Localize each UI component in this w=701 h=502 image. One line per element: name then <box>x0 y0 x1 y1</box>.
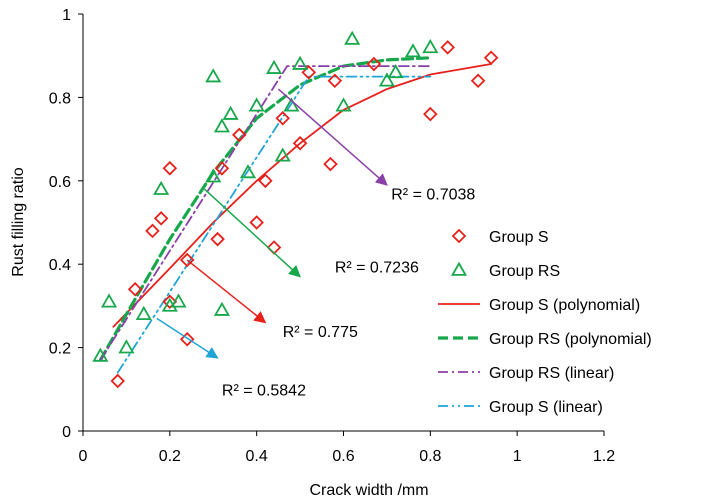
group-s-point <box>232 127 247 143</box>
r-squared-label: R² = 0.775 <box>283 324 358 341</box>
x-tick-label: 0.6 <box>332 448 354 465</box>
group-rs-point <box>248 97 265 112</box>
group-s-point <box>327 73 343 88</box>
y-tick-label: 0.6 <box>49 174 71 191</box>
legend-marker <box>451 228 467 244</box>
group-rs-point <box>344 30 361 45</box>
group-s-point <box>214 161 230 176</box>
group-s-point <box>440 40 455 55</box>
group-s-point <box>162 161 178 176</box>
group-rs-point <box>118 339 135 354</box>
group-rs-point <box>274 147 291 162</box>
group-s-point <box>275 110 290 126</box>
group-s-point <box>423 106 438 122</box>
group-rs-point <box>92 347 109 362</box>
group-rs-point <box>170 293 187 308</box>
r-squared-label: R² = 0.7236 <box>335 260 419 277</box>
group-rs-point <box>422 39 439 54</box>
axes: 0 0.2 0.4 0.6 0.8 1 1.2 0 0.2 0.4 0.6 0.8 1 <box>49 7 615 465</box>
group-s-point <box>179 252 195 268</box>
legend-marker <box>450 261 468 276</box>
fit-line <box>116 75 432 374</box>
group-rs-point <box>378 72 395 87</box>
group-s-point <box>323 156 338 172</box>
group-rs-point <box>283 97 300 112</box>
legend-label: Group S <box>489 229 549 246</box>
group-s-point <box>301 65 317 80</box>
group-s-point <box>210 231 225 247</box>
group-rs-point <box>205 168 222 183</box>
r-squared-label: R² = 0.5842 <box>222 383 306 400</box>
group-rs-point <box>213 301 230 316</box>
group-rs-point <box>213 118 230 133</box>
legend-label: Group S (linear) <box>489 399 603 416</box>
group-s-point <box>110 373 126 389</box>
fit-line <box>99 65 432 362</box>
group-rs-point <box>335 97 352 112</box>
y-tick-label: 0.4 <box>49 257 71 274</box>
group-s-point <box>153 211 169 226</box>
annotation-arrow <box>277 88 388 186</box>
group-rs-point <box>205 68 222 83</box>
group-rs-point <box>153 180 170 195</box>
y-tick-label: 0.8 <box>49 90 71 107</box>
group-rs-point <box>135 305 152 321</box>
y-tick-label: 0 <box>62 424 71 441</box>
legend-label: Group RS (polynomial) <box>489 331 652 348</box>
group-s-point <box>292 135 308 151</box>
annotation-arrow <box>156 317 219 359</box>
annotations: R² = 0.7038 R² = 0.7236 R² = 0.775 R² = 0.5… <box>156 88 475 400</box>
legend: Group S Group RS Group S (polynomial) Group… <box>438 228 652 416</box>
group-s-point <box>179 331 195 347</box>
x-tick-label: 1 <box>513 448 522 465</box>
fit-line <box>98 56 432 362</box>
group-s-point <box>127 281 143 297</box>
x-tick-label: 0.8 <box>419 448 441 465</box>
group-s-point <box>266 240 282 255</box>
group-s-point <box>258 173 273 189</box>
annotation-arrow <box>186 259 267 324</box>
y-tick-label: 1 <box>62 7 71 24</box>
data-points <box>92 30 499 389</box>
legend-label: Group S (polynomial) <box>489 297 640 314</box>
x-axis-title: Crack width /mm <box>309 482 428 499</box>
group-rs-point <box>239 164 257 179</box>
group-rs-point <box>387 64 404 79</box>
group-rs-point <box>222 105 239 120</box>
group-rs-point <box>265 59 283 74</box>
x-tick-label: 0.4 <box>246 448 268 465</box>
x-tick-label: 1.2 <box>593 448 615 465</box>
legend-label: Group RS <box>489 263 560 280</box>
r-squared-label: R² = 0.7038 <box>391 187 475 204</box>
x-tick-label: 0 <box>79 448 88 465</box>
legend-label: Group RS (linear) <box>489 365 614 382</box>
group-s-point <box>483 50 499 66</box>
group-s-point <box>470 73 486 88</box>
annotation-arrow <box>204 188 301 278</box>
group-rs-point <box>100 293 118 308</box>
group-s-point <box>366 56 382 72</box>
group-s-point <box>145 223 160 239</box>
y-tick-label: 0.2 <box>49 341 71 358</box>
group-s-point <box>249 215 264 230</box>
fit-line <box>112 63 493 328</box>
group-rs-point <box>404 43 422 58</box>
group-s-point <box>162 294 178 310</box>
y-axis-title: Rust filling ratio <box>10 167 27 276</box>
group-rs-point <box>292 55 309 70</box>
x-tick-label: 0.2 <box>159 448 181 465</box>
